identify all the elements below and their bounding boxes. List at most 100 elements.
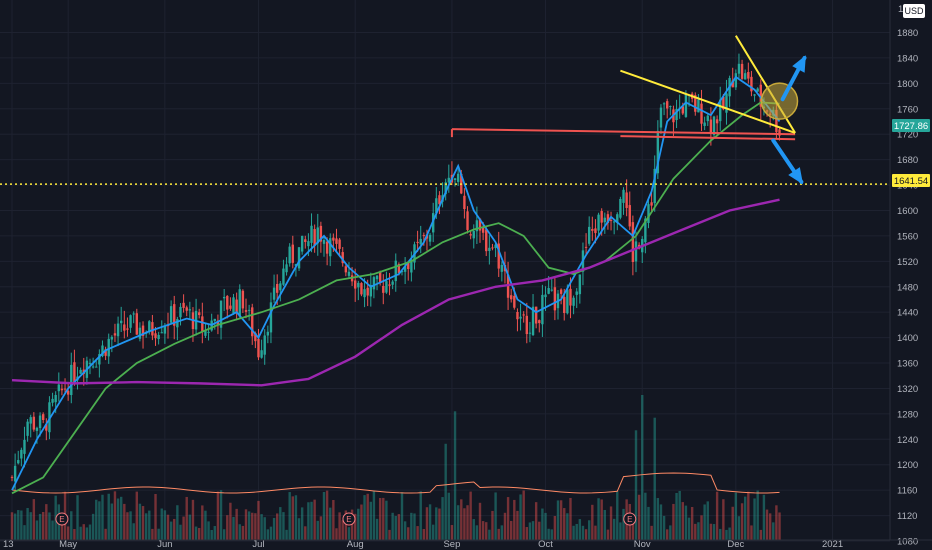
candle-body	[603, 217, 606, 223]
level-price-tag: 1641.54	[892, 174, 930, 187]
candle-body	[469, 234, 472, 236]
candle-body	[57, 384, 60, 392]
candle-body	[116, 323, 120, 337]
candle-body	[753, 94, 756, 96]
price-tick-label: 1520	[897, 257, 918, 268]
volume-bar	[750, 525, 753, 540]
volume-bar	[669, 525, 672, 540]
volume-bar	[282, 512, 285, 540]
volume-bar	[26, 507, 29, 540]
candle-body	[444, 182, 447, 195]
volume-bar	[715, 491, 719, 540]
volume-bar	[497, 528, 500, 540]
candle-body	[559, 289, 563, 294]
volume-bar	[13, 513, 17, 540]
candle-body	[563, 297, 566, 313]
volume-bar	[241, 525, 245, 540]
volume-bar	[363, 495, 366, 540]
yellow-trend-line	[620, 69, 796, 134]
candle-body	[329, 238, 332, 257]
time-tick-label: Dec	[727, 539, 744, 550]
volume-bar	[706, 501, 709, 540]
volume-bar	[148, 510, 151, 540]
volume-bar	[116, 498, 120, 540]
volume-bar	[619, 522, 622, 540]
volume-bar	[578, 519, 582, 540]
volume-bar	[388, 529, 391, 540]
volume-bar	[563, 508, 566, 540]
candle-body	[257, 338, 260, 358]
volume-bar	[547, 528, 550, 540]
candle-body	[138, 327, 142, 339]
price-tick-label: 1480	[897, 282, 918, 293]
candle-body	[375, 275, 379, 280]
candle-body	[332, 237, 335, 241]
volume-bar	[575, 523, 578, 540]
candle-body	[385, 281, 388, 293]
volume-bar	[173, 518, 176, 540]
volume-bar	[291, 496, 294, 540]
candle-body	[756, 88, 759, 92]
last-price-value: 1727.86	[894, 121, 928, 132]
candle-body	[719, 99, 722, 122]
candle-body	[126, 328, 129, 330]
candle-body	[251, 307, 254, 337]
volume-bar	[269, 526, 273, 540]
level-price-value: 1641.54	[894, 176, 928, 187]
volume-bar	[91, 513, 95, 540]
volume-bar	[759, 529, 762, 540]
volume-bar	[432, 524, 435, 540]
candle-body	[606, 214, 610, 223]
volume-bar	[263, 517, 266, 540]
volume-bar	[694, 523, 697, 540]
candle-body	[310, 225, 313, 243]
candle-body	[550, 289, 553, 291]
candle-body	[778, 129, 781, 136]
time-tick-label: 13	[3, 539, 14, 550]
candle-body	[388, 284, 391, 286]
volume-bar	[123, 503, 126, 540]
volume-bar	[182, 516, 185, 540]
candle-body	[378, 271, 382, 283]
volume-bar	[344, 510, 348, 540]
candle-body	[659, 107, 663, 128]
candle-body	[344, 266, 348, 273]
time-tick-label: 2021	[822, 539, 843, 550]
price-axis[interactable]: 1080 1120 1160 1200 1240 1280 1320 1360 1400 1440…	[889, 0, 918, 548]
volume-bar	[151, 528, 154, 540]
volume-bar	[778, 512, 781, 540]
candle-body	[684, 94, 688, 117]
candle-body	[20, 449, 23, 459]
candle-body	[226, 295, 229, 310]
volume-bar	[631, 516, 635, 540]
volume-bar	[160, 508, 163, 540]
volume-bar	[494, 492, 497, 540]
candle-body	[369, 284, 372, 297]
candle-body	[51, 398, 54, 403]
earnings-circle	[342, 512, 356, 526]
candle-body	[38, 415, 42, 429]
currency-badge[interactable]: USD	[903, 4, 925, 18]
volume-bar	[107, 493, 110, 540]
volume-bar	[338, 512, 341, 540]
volume-bar	[204, 510, 207, 540]
volume-bar	[85, 527, 89, 540]
volume-bar	[222, 529, 226, 540]
candle-body	[703, 122, 706, 126]
candle-body	[360, 283, 363, 295]
volume-bar	[656, 498, 660, 540]
candle-body	[45, 424, 48, 431]
volume-bar	[666, 529, 669, 540]
volume-bar	[185, 496, 188, 540]
volume-bar	[603, 509, 606, 540]
volume-bar	[594, 525, 597, 540]
earnings-marker: E	[342, 512, 356, 526]
ma_slow-line	[11, 198, 780, 387]
candle-body	[531, 306, 535, 336]
candle-body	[338, 239, 341, 249]
volume-bar	[354, 513, 357, 540]
time-axis[interactable]: 13 May Jun Jul Aug Sep Oct Nov Dec 2021	[0, 539, 932, 550]
candle-body	[619, 198, 622, 218]
volume-bar	[38, 513, 42, 540]
